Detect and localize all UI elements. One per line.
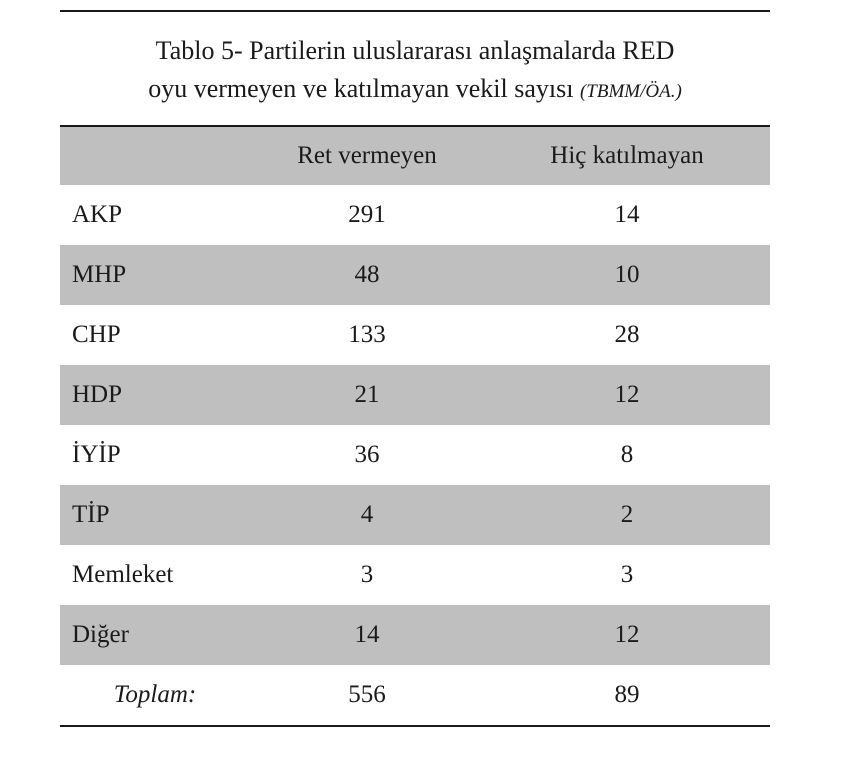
ret-value: 48 xyxy=(354,261,380,288)
hic-value: 14 xyxy=(614,201,640,228)
ret-value: 133 xyxy=(348,321,386,348)
table-row: MHP 48 10 xyxy=(60,245,770,305)
total-ret-value: 556 xyxy=(348,681,386,708)
total-hic-value: 89 xyxy=(614,681,640,708)
hic-value: 8 xyxy=(620,441,634,468)
ret-value: 291 xyxy=(348,201,386,228)
top-rule xyxy=(60,10,770,12)
caption-source: (TBMM/ÖA.) xyxy=(579,81,682,102)
caption-line-2-text: oyu vermeyen ve katılmayan vekil sayısı xyxy=(148,74,574,103)
header-row: Ret vermeyen Hiç katılmayan xyxy=(60,127,770,185)
party-name: MHP xyxy=(72,261,127,288)
header-rule xyxy=(60,125,770,127)
party-name: CHP xyxy=(72,321,121,348)
data-table: Tablo 5- Partilerin uluslararası anlaşma… xyxy=(60,10,770,727)
hic-value: 28 xyxy=(614,321,640,348)
ret-value: 36 xyxy=(354,441,380,468)
party-name: AKP xyxy=(72,201,123,228)
ret-value: 21 xyxy=(354,381,380,408)
ret-value: 14 xyxy=(354,621,380,648)
table-row: Diğer 14 12 xyxy=(60,605,770,665)
bottom-rule xyxy=(60,725,770,727)
hic-value: 12 xyxy=(614,621,640,648)
header-ret-vermeyen: Ret vermeyen xyxy=(297,142,437,169)
total-label: Toplam: xyxy=(113,681,197,708)
table-row: Memleket 3 3 xyxy=(60,545,770,605)
header-hic-katilmayan: Hiç katılmayan xyxy=(550,142,704,169)
party-name: İYİP xyxy=(72,441,121,468)
party-name: Diğer xyxy=(72,621,129,648)
table-row: CHP 133 28 xyxy=(60,305,770,365)
hic-value: 3 xyxy=(620,561,634,588)
ret-value: 3 xyxy=(360,561,374,588)
hic-value: 10 xyxy=(614,261,640,288)
caption-line-2: oyu vermeyen ve katılmayan vekil sayısı … xyxy=(60,70,770,111)
table-caption: Tablo 5- Partilerin uluslararası anlaşma… xyxy=(60,12,770,125)
table-row: AKP 291 14 xyxy=(60,185,770,245)
party-name: TİP xyxy=(72,501,110,528)
party-name: Memleket xyxy=(72,561,174,588)
party-name: HDP xyxy=(72,381,123,408)
hic-value: 2 xyxy=(620,501,634,528)
caption-line-1: Tablo 5- Partilerin uluslararası anlaşma… xyxy=(155,36,675,65)
hic-value: 12 xyxy=(614,381,640,408)
table-row: İYİP 36 8 xyxy=(60,425,770,485)
total-row: Toplam: 556 89 xyxy=(60,665,770,725)
table-row: TİP 4 2 xyxy=(60,485,770,545)
ret-value: 4 xyxy=(360,501,374,528)
table-row: HDP 21 12 xyxy=(60,365,770,425)
